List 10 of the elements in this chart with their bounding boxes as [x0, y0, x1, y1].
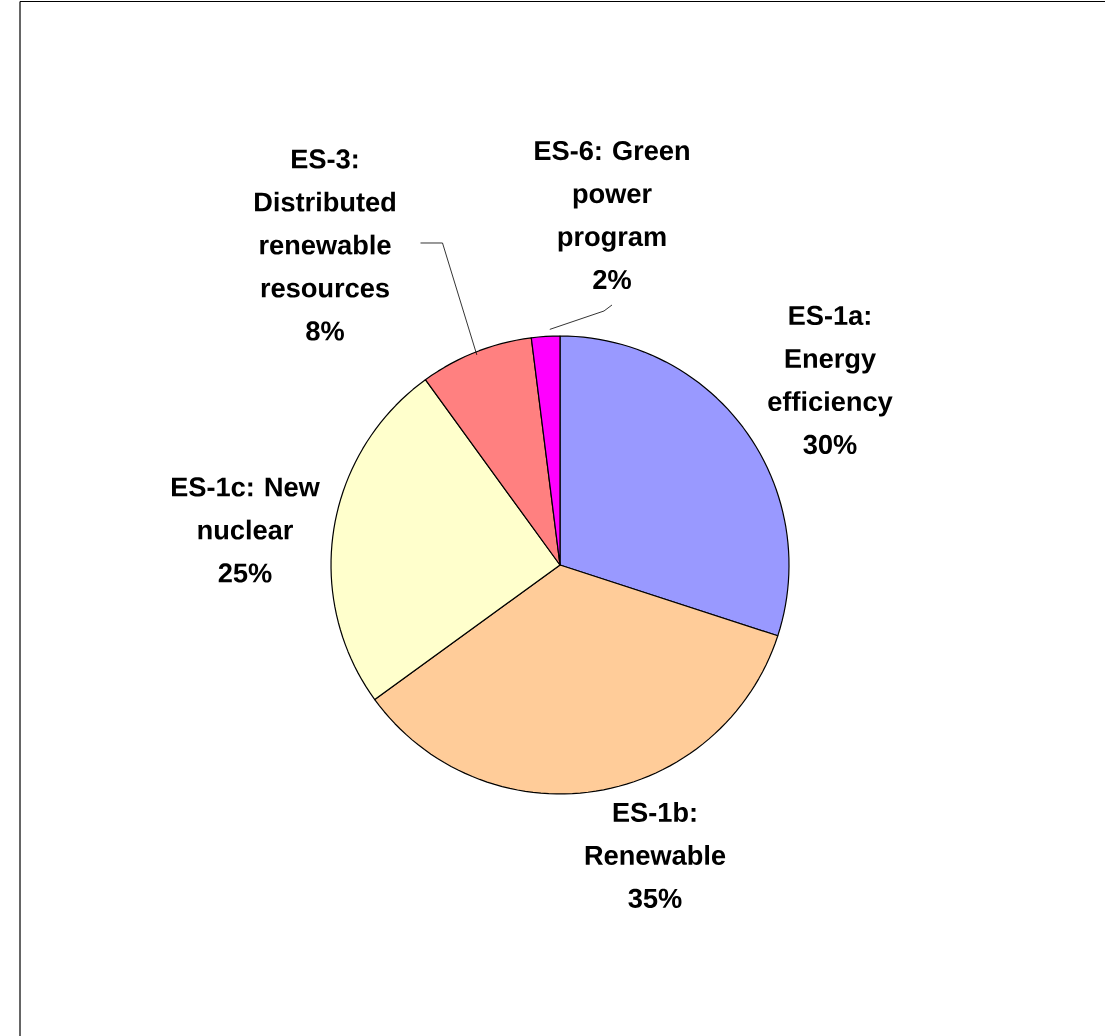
- data-label: 2%: [593, 269, 631, 290]
- slice-label: ES-1a: Energy efficiency: [768, 305, 893, 417]
- data-label: 8%: [306, 321, 344, 341]
- data-label: 30%: [803, 434, 857, 455]
- slice-label: ES-1b: Renewable: [585, 802, 726, 865]
- slice-label: ES-1c: New nuclear: [172, 477, 320, 540]
- slice-label: ES-3: Distributed renewable resources: [255, 149, 395, 298]
- slice-label: ES-6: Green power program: [535, 140, 689, 252]
- data-label: 35%: [628, 888, 682, 909]
- data-label: 25%: [218, 563, 272, 583]
